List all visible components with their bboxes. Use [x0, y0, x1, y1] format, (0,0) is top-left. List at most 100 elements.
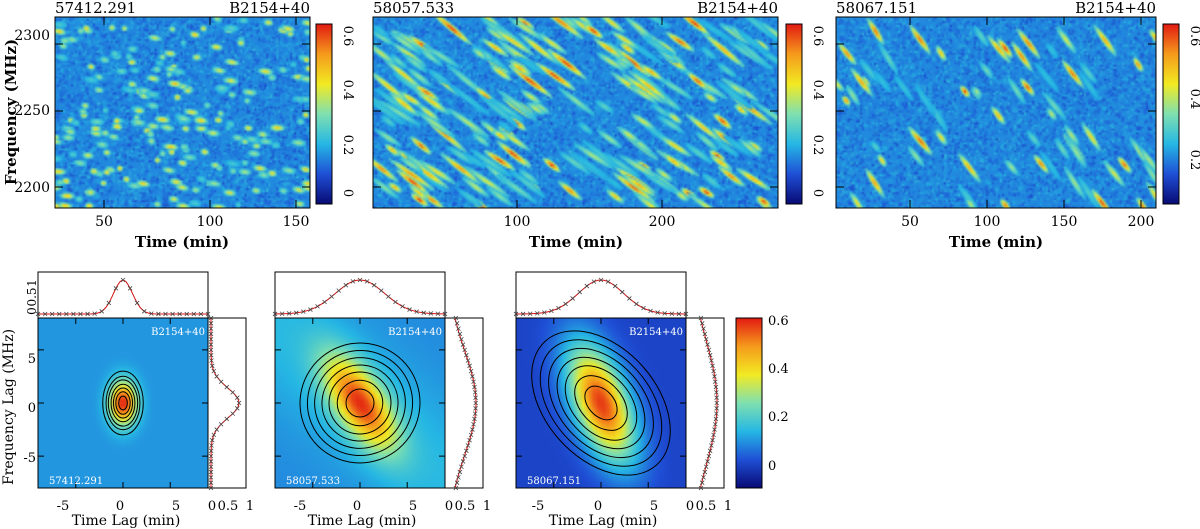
time-profile-point: [149, 311, 154, 316]
time-profile-point: [378, 288, 384, 293]
time-profile-point: [127, 286, 133, 291]
contour-line: [574, 375, 628, 431]
time-profile-point: [442, 311, 448, 317]
freq-profile-point: [208, 336, 214, 342]
freq-profile-point: [707, 352, 713, 358]
time-profile-point: [421, 310, 427, 316]
freq-profile-point: [208, 326, 214, 331]
contour-line: [328, 371, 392, 435]
time-profile-point: [520, 311, 526, 317]
x-tick-label: 5: [650, 499, 658, 514]
time-profile-point: [198, 311, 204, 317]
colorbar-tick: 0.4: [1187, 89, 1200, 110]
time-profile-point: [513, 311, 519, 317]
pulsar-label: B2154+40: [1075, 0, 1156, 17]
freq-profile-point: [209, 443, 214, 448]
colorbar: [1162, 23, 1180, 205]
epoch-label: 57412.291: [55, 0, 136, 17]
time-profile-point: [315, 304, 320, 309]
y-tick-label: 2300: [14, 28, 50, 44]
heatmap-image: [836, 17, 1156, 208]
freq-profile-point: [208, 315, 214, 321]
time-profile-point: [106, 300, 112, 306]
pulsar-label: B2154+40: [388, 327, 442, 338]
time-profile-point: [329, 294, 334, 299]
x-tick-label: 150: [283, 214, 310, 230]
freq-profile-point: [705, 342, 710, 347]
time-profile-point: [120, 277, 126, 283]
freq-profile-point: [457, 331, 463, 337]
time-profile-point: [591, 279, 597, 284]
freq-profile-point: [209, 358, 214, 363]
acf-labels: -5 0 5 Time Lag (min) Frequency Lag (MHz…: [1, 279, 789, 529]
x-axis-label: Time Lag (min): [72, 513, 181, 529]
freq-profile-point: [224, 416, 230, 422]
profile-tick: 0.5: [455, 499, 476, 514]
time-profile-point: [85, 311, 90, 317]
dynspec-panel-2: 58057.533 B2154+40 100 200 Time (min) 0.…: [372, 0, 825, 251]
freq-profile-point: [470, 427, 475, 432]
time-profile-point: [92, 311, 97, 316]
time-profile-point: [293, 310, 299, 316]
time-profile-point: [322, 299, 327, 305]
plot-frame: [835, 16, 1157, 209]
colorbar: [315, 23, 333, 205]
time-profile-point: [605, 279, 611, 284]
freq-profile-point: [208, 331, 214, 337]
time-profile-point: [191, 311, 197, 317]
x-tick-label: 50: [901, 214, 919, 230]
x-axis-label: Time (min): [949, 233, 1043, 251]
freq-profile-point: [699, 480, 705, 485]
freq-profile-point: [712, 427, 717, 432]
time-profile-point: [534, 311, 540, 316]
time-profile-point: [286, 311, 292, 316]
freq-profile-point: [706, 453, 712, 459]
colorbar-tick: 0.6: [768, 314, 789, 329]
y-axis-label: Frequency Lag (MHz): [1, 329, 17, 485]
acf-panel-1: [35, 271, 247, 491]
freq-profile-point: [714, 400, 720, 406]
colorbar-tick: 0.6: [1187, 26, 1200, 47]
colorbar-tick: 0.2: [768, 410, 789, 425]
time-profile-point: [343, 282, 349, 288]
freq-profile-point: [214, 374, 219, 379]
time-profile-point: [676, 311, 682, 317]
epoch-label: 58067.151: [527, 476, 581, 487]
freq-profile-point: [472, 416, 477, 422]
contour-line: [314, 357, 406, 449]
freq-profile-point: [712, 374, 717, 379]
y-tick-label: -5: [23, 451, 36, 466]
colorbar-tick: 0: [768, 459, 776, 474]
freq-profile-point: [465, 358, 471, 363]
heatmap-image: [55, 17, 310, 208]
time-profile-point: [683, 311, 689, 317]
time-profile-point: [371, 282, 377, 288]
contour-line: [584, 385, 618, 421]
freq-profile-point: [456, 475, 461, 480]
freq-profile-point: [714, 406, 719, 411]
contour-line: [539, 339, 663, 467]
time-profile-point: [556, 305, 561, 311]
freq-profile-point: [710, 437, 715, 443]
freq-profile-point: [211, 368, 217, 374]
x-axis-label: Time Lag (min): [549, 513, 658, 529]
colorbar-tick: 0.6: [810, 26, 825, 47]
freq-profile-point: [698, 315, 704, 321]
freq-profile-point: [208, 347, 214, 353]
plot-frame: [54, 16, 311, 209]
freq-profile-point: [703, 336, 709, 342]
time-profile-point: [669, 311, 675, 317]
time-profile-point: [364, 279, 370, 284]
time-profile-point: [56, 311, 62, 317]
epoch-label: 58067.151: [836, 0, 917, 17]
freq-profile-point: [460, 459, 466, 464]
profile-tick: 0.5: [218, 499, 239, 514]
profile-tick: 1: [25, 279, 39, 287]
time-profile-point: [71, 311, 76, 317]
contour-line: [299, 342, 421, 464]
y-tick-label: 2250: [14, 103, 50, 119]
freq-profile-point: [711, 368, 716, 374]
x-tick-label: 200: [1128, 214, 1155, 230]
contour-line: [556, 356, 646, 450]
time-profile-point: [205, 311, 211, 317]
